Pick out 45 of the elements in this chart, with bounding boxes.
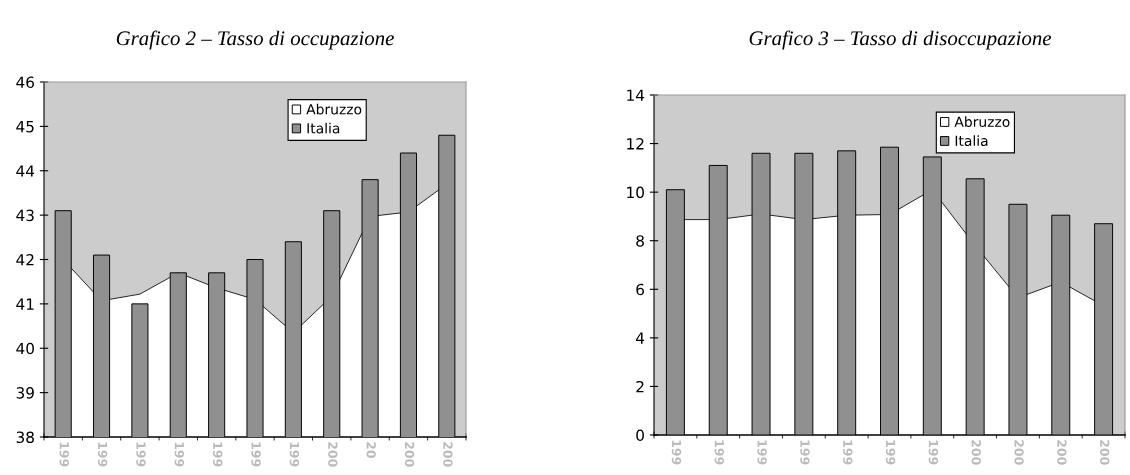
y-tick-label: 38 [16,431,34,444]
x-tick-label: 199 [843,440,853,465]
x-tick-label: 199 [59,442,69,467]
y-tick-label: 4 [636,332,645,344]
x-tick-label: 199 [213,442,223,467]
y-tick-label: 44 [16,165,35,177]
y-tick-label: 2 [636,380,644,393]
chart-title: Grafico 3 – Tasso di disoccupazione [749,30,1052,50]
x-tick-label: 199 [174,442,185,467]
legend-label: Abruzzo [306,103,362,115]
y-tick-label: 42 [16,253,34,266]
y-tick-label: 14 [627,89,645,101]
x-tick-label: 20 [366,442,376,458]
y-tick-label: 40 [16,342,34,355]
y-tick-label: 6 [636,283,645,296]
legend-label: Italia [955,135,988,147]
y-tick-label: 8 [636,235,644,247]
legend-label: Abruzzo [954,116,1010,128]
y-tick-label: 45 [16,121,34,133]
y-tick-label: 41 [16,298,34,310]
y-tick-label: 12 [627,138,644,150]
x-tick-label: 200 [1099,440,1110,465]
x-tick-label: 199 [136,442,146,467]
y-tick-label: 0 [636,429,644,442]
x-tick-label: 199 [928,440,939,465]
y-tick-label: 39 [16,387,34,399]
x-tick-label: 200 [1057,440,1067,465]
x-tick-label: 200 [971,440,981,465]
x-tick-label: 199 [97,442,108,467]
chart-title: Grafico 2 – Tasso di occupazione [116,30,394,50]
x-tick-label: 200 [443,442,453,467]
x-tick-label: 199 [757,440,767,465]
y-tick-label: 43 [16,209,34,222]
y-tick-label: 46 [16,76,35,89]
x-tick-label: 199 [885,440,896,465]
x-tick-label: 200 [404,442,415,467]
x-tick-label: 200 [328,442,338,467]
x-tick-label: 199 [800,440,810,465]
x-tick-label: 200 [1014,440,1024,465]
y-tick-label: 10 [627,186,644,199]
x-tick-label: 199 [251,442,261,467]
x-tick-label: 199 [714,440,725,465]
x-tick-label: 199 [671,440,682,465]
legend-label: Italia [307,122,340,134]
x-tick-label: 199 [289,442,300,467]
